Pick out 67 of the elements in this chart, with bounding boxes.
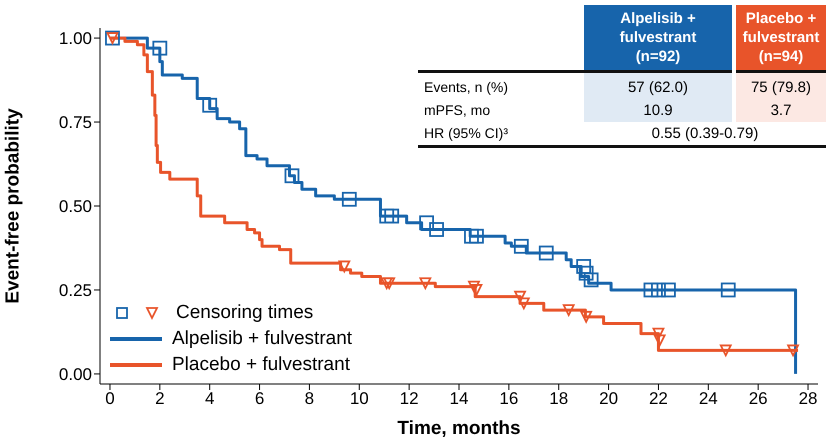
point — [383, 277, 396, 290]
point — [464, 228, 479, 244]
point — [580, 310, 592, 323]
shaded-cell: 75 (79.8) — [734, 72, 826, 99]
shaded-cell: 57 (62.0) — [584, 72, 734, 99]
x-tick-label: 2 — [155, 389, 165, 408]
point — [284, 168, 300, 184]
point — [429, 222, 444, 237]
point — [152, 40, 168, 56]
point — [538, 246, 554, 260]
y-tick-label: 0.50 — [58, 197, 92, 216]
annotation: HR (95% CI)³ — [423, 124, 510, 143]
legend-label: Censoring times — [176, 301, 314, 325]
point — [578, 266, 594, 281]
point — [202, 98, 218, 113]
point — [576, 259, 592, 274]
y-axis-title: Event-free probability — [2, 108, 24, 304]
point — [514, 290, 526, 303]
annotation: Events, n (%) — [423, 78, 510, 97]
annotation: 0.55 (0.39-0.79) — [650, 124, 760, 144]
header-cell: Alpelisib + fulvestrant (n=92) — [584, 5, 734, 72]
point — [380, 277, 393, 290]
annotation: mPFS, mo — [423, 101, 492, 120]
y-tick-label: 1.00 — [58, 29, 92, 48]
x-axis-title: Time, months — [397, 418, 521, 439]
x-tick-label: 12 — [400, 389, 419, 408]
x-tick-label: 16 — [499, 389, 518, 408]
y-tick-label: 0.25 — [58, 280, 92, 300]
point — [584, 272, 599, 288]
point — [384, 208, 400, 224]
x-tick-label: 0 — [105, 389, 115, 408]
point — [644, 282, 658, 298]
point — [470, 284, 482, 296]
header-cell: Placebo + fulvestrant (n=94) — [734, 5, 826, 72]
point — [419, 277, 432, 290]
x-tick-label: 4 — [204, 389, 214, 408]
x-tick-label: 10 — [350, 389, 369, 408]
x-tick-label: 6 — [254, 389, 264, 408]
y-tick-label: 0.75 — [58, 113, 92, 132]
point — [787, 344, 799, 356]
point — [514, 238, 529, 254]
point — [379, 208, 394, 224]
point — [338, 260, 350, 272]
y-tick-label: 0.00 — [58, 364, 92, 384]
point — [720, 282, 736, 298]
point — [342, 192, 357, 207]
x-tick-label: 18 — [549, 389, 568, 408]
point — [652, 328, 664, 340]
x-tick-label: 24 — [698, 389, 718, 408]
shaded-cell: 10.9 — [584, 99, 734, 122]
point — [720, 344, 732, 356]
point — [651, 282, 666, 298]
shaded-cell: 3.7 — [734, 99, 826, 122]
point — [562, 304, 575, 316]
point — [661, 282, 676, 298]
x-tick-label: 26 — [748, 389, 768, 408]
legend-label: Placebo + fulvestrant — [172, 353, 350, 377]
x-tick-label: 22 — [648, 389, 668, 408]
point — [419, 215, 434, 230]
x-tick-label: 14 — [450, 389, 468, 408]
x-tick-label: 28 — [798, 389, 818, 408]
legend-label: Alpelisib + fulvestrant — [172, 327, 352, 351]
point — [654, 334, 666, 346]
x-tick-label: 20 — [599, 389, 618, 408]
point — [468, 280, 480, 293]
x-tick-label: 8 — [304, 389, 314, 408]
point — [469, 228, 484, 244]
